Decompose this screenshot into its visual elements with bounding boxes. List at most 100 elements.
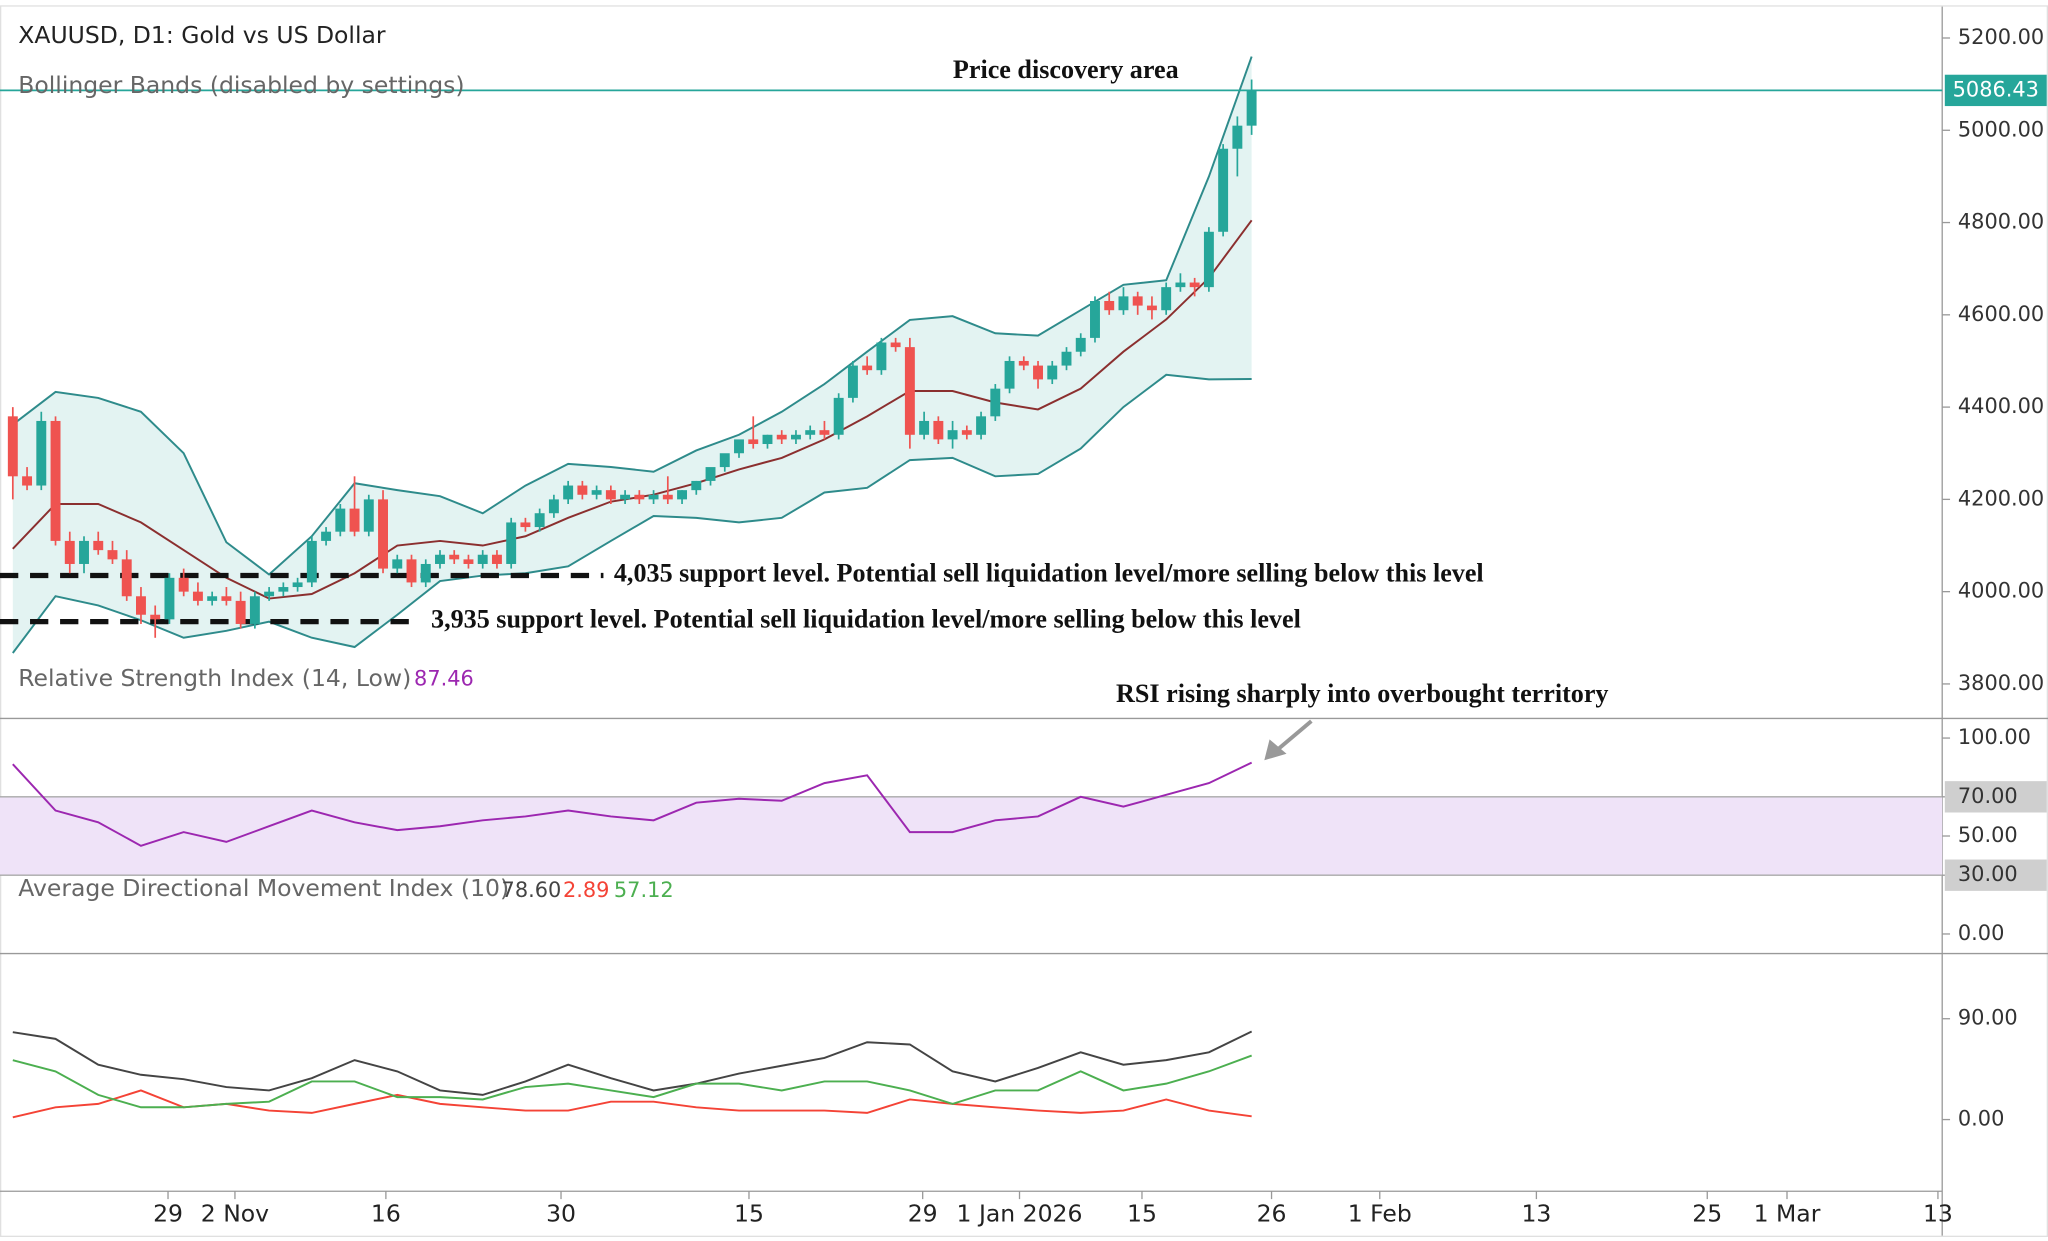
candle-body: [990, 388, 1001, 417]
candle-body: [776, 434, 787, 440]
y-tick-label: 30.00: [1958, 862, 2018, 886]
candle-body: [734, 439, 744, 454]
candle-body: [164, 577, 175, 620]
candle-body: [335, 508, 346, 532]
candle-body: [1118, 296, 1129, 311]
x-tick-label: 2 Nov: [201, 1199, 269, 1227]
candle-body: [7, 416, 18, 477]
indicator-line: [12, 761, 1253, 847]
y-tick-label: 5000.00: [1958, 117, 2044, 141]
candle-body: [1146, 305, 1157, 311]
y-tick-label: 4800.00: [1958, 210, 2044, 234]
y-tick-label: 4600.00: [1958, 302, 2044, 326]
candle-body: [919, 420, 930, 435]
candle-body: [563, 485, 574, 500]
candle-body: [520, 522, 531, 528]
candle-body: [705, 467, 716, 481]
candle-body: [634, 494, 645, 500]
symbol-title: XAUUSD, D1: Gold vs US Dollar: [18, 21, 386, 49]
candle-body: [933, 420, 944, 440]
candle-body: [677, 490, 688, 500]
candle-body: [748, 439, 759, 445]
candle-body: [862, 365, 873, 371]
candle-body: [449, 554, 460, 560]
last-price-box: [1944, 74, 2047, 107]
candle-body: [691, 480, 702, 491]
candle-body: [1175, 282, 1186, 288]
candle-body: [947, 430, 958, 440]
candle-body: [306, 540, 317, 583]
candle-body: [1004, 360, 1015, 389]
x-tick-label: 15: [1127, 1199, 1157, 1227]
x-tick-label: 1 Feb: [1348, 1199, 1412, 1227]
candle-body: [463, 559, 474, 564]
candle-body: [1061, 351, 1072, 366]
candle-body: [50, 420, 61, 541]
candle-body: [378, 499, 388, 569]
candle-body: [1132, 296, 1143, 306]
candle-body: [79, 540, 89, 564]
annotation-arrow: [1276, 719, 1313, 752]
y-tick-label: 4200.00: [1958, 486, 2044, 510]
candle-body: [790, 434, 801, 440]
candle-body: [264, 591, 275, 597]
candle-body: [847, 365, 858, 398]
candle-body: [890, 342, 901, 348]
candle-body: [349, 508, 360, 532]
plus-di-value: 57.12: [614, 878, 674, 902]
candle-body: [1075, 337, 1086, 352]
candle-body: [876, 342, 887, 371]
candle-body: [591, 490, 602, 495]
x-tick-label: 15: [734, 1199, 764, 1227]
annotation: Price discovery area: [953, 55, 1179, 84]
candle-body: [249, 596, 260, 624]
x-tick-label: 26: [1257, 1199, 1287, 1227]
candle-body: [221, 596, 232, 601]
band-fill: [12, 56, 1252, 654]
candle-body: [534, 513, 545, 528]
candle-body: [1104, 300, 1115, 311]
band-lower: [12, 373, 1252, 654]
candle-body: [192, 591, 203, 601]
support-label: 3,935 support level. Potential sell liqu…: [431, 605, 1301, 634]
adx-value: 78.60: [502, 878, 562, 902]
x-tick-label: 29: [908, 1199, 938, 1227]
y-tick-highlight: [1944, 859, 2047, 891]
candle-body: [406, 559, 417, 583]
candle-body: [136, 596, 146, 615]
y-tick-label: 5200.00: [1958, 25, 2044, 49]
candle-body: [1246, 90, 1257, 126]
y-tick-label: 70.00: [1958, 784, 2018, 808]
candle-body: [1203, 231, 1214, 288]
candle-body: [1218, 148, 1229, 232]
candle-body: [548, 499, 559, 514]
candle-body: [392, 559, 403, 569]
y-tick-label: 3800.00: [1958, 671, 2044, 695]
x-tick-label: 1 Jan 2026: [957, 1199, 1083, 1227]
candle-body: [819, 430, 830, 435]
y-tick-label: 100.00: [1958, 725, 2031, 749]
candle-body: [719, 453, 730, 468]
candle-body: [506, 522, 517, 564]
candle-body: [235, 600, 246, 624]
rsi-legend: Relative Strength Index (14, Low): [18, 664, 411, 692]
rsi-value: 87.46: [414, 666, 474, 690]
candle-body: [961, 430, 972, 435]
x-tick-label: 13: [1521, 1199, 1551, 1227]
indicator-legend: Bollinger Bands (disabled by settings): [18, 71, 464, 99]
candle-body: [22, 476, 33, 486]
candle-body: [662, 494, 673, 500]
candle-body: [207, 596, 218, 601]
x-tick-label: 13: [1923, 1199, 1953, 1227]
rsi-band: [0, 796, 1943, 876]
candle-body: [1033, 365, 1043, 380]
candle-body: [36, 420, 47, 486]
candle-body: [1047, 365, 1058, 380]
candle-body: [420, 563, 431, 583]
candle-body: [150, 614, 161, 620]
candle-body: [605, 490, 616, 500]
candle-body: [577, 485, 588, 495]
support-label: 4,035 support level. Potential sell liqu…: [614, 559, 1484, 588]
y-tick-label: 0.00: [1958, 921, 2004, 945]
